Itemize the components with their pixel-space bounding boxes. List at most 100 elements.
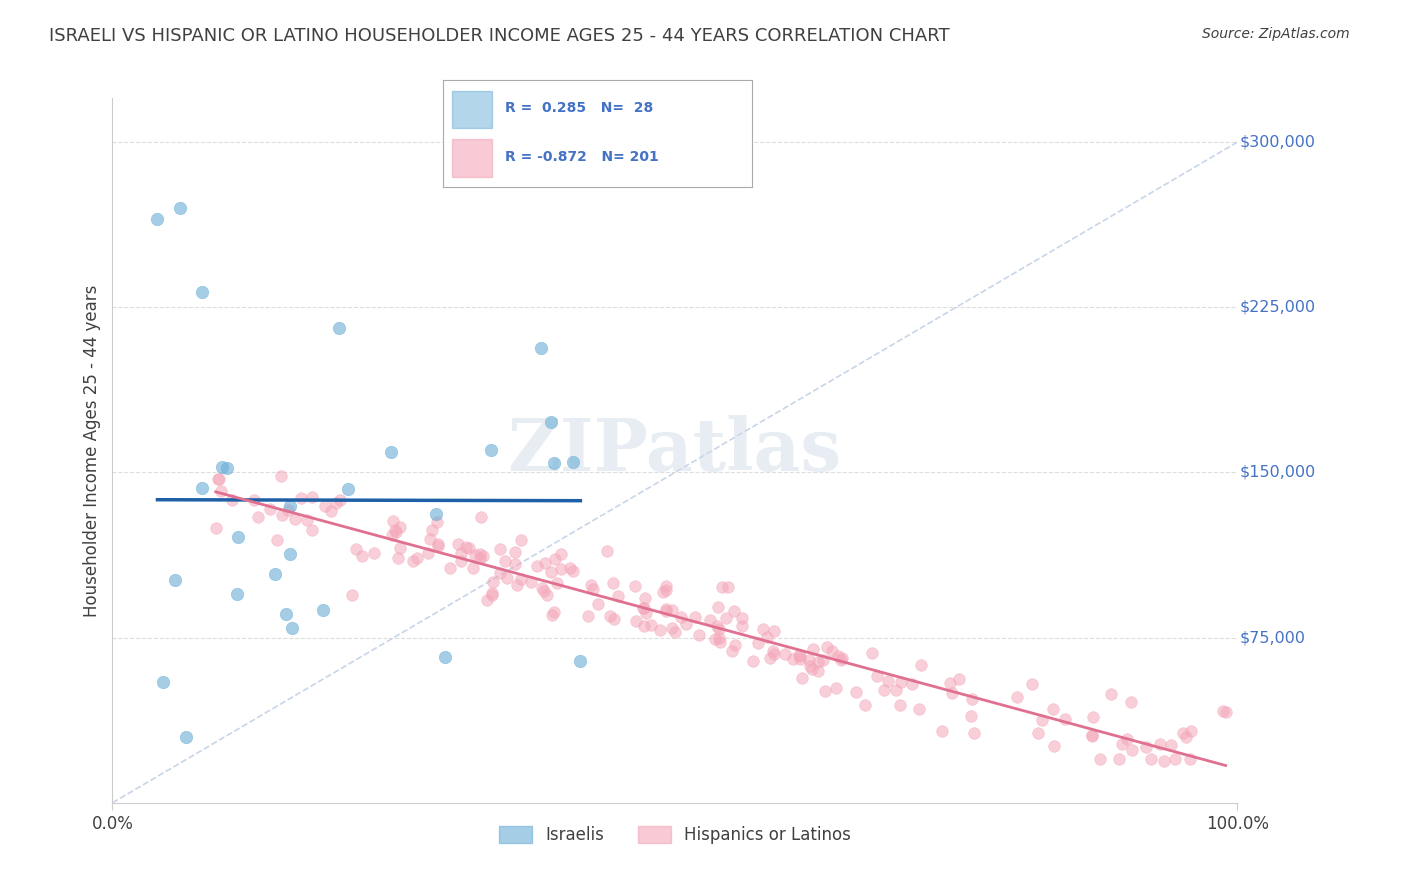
Point bbox=[873, 682, 896, 697]
Point bbox=[363, 546, 385, 560]
Point bbox=[312, 603, 335, 617]
Point bbox=[301, 490, 323, 504]
Point bbox=[723, 604, 745, 618]
Point bbox=[540, 415, 562, 429]
Text: Source: ZipAtlas.com: Source: ZipAtlas.com bbox=[1202, 27, 1350, 41]
Point bbox=[655, 604, 678, 618]
Point bbox=[633, 601, 655, 615]
Point bbox=[797, 653, 820, 667]
Point bbox=[889, 698, 911, 712]
Point bbox=[664, 624, 686, 639]
Point bbox=[790, 671, 813, 685]
Point bbox=[494, 554, 516, 568]
Point bbox=[530, 341, 553, 355]
Point bbox=[607, 589, 630, 603]
Point bbox=[758, 651, 780, 665]
Point bbox=[675, 616, 697, 631]
Point bbox=[1021, 677, 1043, 691]
Point bbox=[550, 562, 572, 576]
Text: $225,000: $225,000 bbox=[1240, 300, 1316, 315]
FancyBboxPatch shape bbox=[453, 91, 492, 128]
Point bbox=[470, 509, 492, 524]
Point bbox=[661, 602, 683, 616]
Point bbox=[426, 515, 449, 529]
Point bbox=[169, 201, 191, 215]
Point bbox=[434, 649, 457, 664]
Point bbox=[714, 611, 737, 625]
Text: $75,000: $75,000 bbox=[1240, 630, 1306, 645]
Text: $150,000: $150,000 bbox=[1240, 465, 1316, 480]
Point bbox=[543, 605, 565, 619]
Point bbox=[533, 583, 555, 598]
Point bbox=[328, 320, 350, 334]
Point bbox=[1139, 752, 1161, 766]
Point bbox=[1088, 752, 1111, 766]
Point bbox=[266, 533, 288, 548]
Point bbox=[228, 530, 250, 544]
Point bbox=[773, 648, 796, 662]
Point bbox=[208, 472, 231, 486]
Point bbox=[204, 521, 226, 535]
Point bbox=[631, 601, 654, 615]
Point bbox=[782, 652, 804, 666]
Point bbox=[603, 612, 626, 626]
Point bbox=[811, 653, 834, 667]
Point bbox=[458, 541, 481, 555]
Point bbox=[579, 578, 602, 592]
Point bbox=[582, 582, 605, 596]
Point bbox=[1111, 737, 1133, 751]
Point bbox=[1171, 726, 1194, 740]
Point bbox=[938, 676, 960, 690]
Point bbox=[325, 496, 347, 510]
Point bbox=[730, 619, 752, 633]
Point bbox=[860, 646, 883, 660]
Point bbox=[520, 574, 543, 589]
Point bbox=[277, 502, 299, 516]
Point bbox=[489, 542, 512, 557]
Point bbox=[1108, 752, 1130, 766]
Point bbox=[489, 566, 512, 580]
FancyBboxPatch shape bbox=[453, 139, 492, 177]
Point bbox=[427, 537, 450, 551]
Point bbox=[762, 648, 785, 662]
Point bbox=[948, 673, 970, 687]
Point bbox=[385, 525, 408, 540]
Point bbox=[595, 544, 617, 558]
Point bbox=[270, 508, 292, 522]
Point bbox=[207, 472, 229, 486]
Point bbox=[314, 500, 336, 514]
Point bbox=[1081, 728, 1104, 742]
Point bbox=[963, 725, 986, 739]
Point bbox=[821, 644, 844, 658]
Point bbox=[845, 685, 868, 699]
Point bbox=[450, 554, 472, 568]
Point bbox=[381, 528, 404, 542]
Point bbox=[814, 684, 837, 698]
Point bbox=[174, 730, 197, 744]
Point bbox=[562, 455, 585, 469]
Point bbox=[711, 580, 734, 594]
Point bbox=[475, 593, 498, 607]
Point bbox=[461, 561, 484, 575]
Point bbox=[648, 623, 671, 637]
Point bbox=[707, 599, 730, 614]
Point bbox=[301, 523, 323, 537]
Point bbox=[706, 619, 728, 633]
Point bbox=[569, 654, 592, 668]
Point bbox=[468, 547, 491, 561]
Point bbox=[472, 549, 495, 564]
Point bbox=[801, 642, 824, 657]
Point bbox=[830, 652, 852, 666]
Point bbox=[278, 499, 301, 513]
Point bbox=[1116, 731, 1139, 746]
Point bbox=[152, 674, 174, 689]
Point bbox=[276, 607, 298, 622]
Point bbox=[756, 630, 779, 644]
Point bbox=[640, 617, 662, 632]
Point bbox=[329, 492, 352, 507]
Point bbox=[243, 492, 266, 507]
Point bbox=[724, 638, 747, 652]
Point bbox=[1081, 729, 1104, 743]
Point bbox=[910, 658, 932, 673]
Point bbox=[546, 576, 568, 591]
